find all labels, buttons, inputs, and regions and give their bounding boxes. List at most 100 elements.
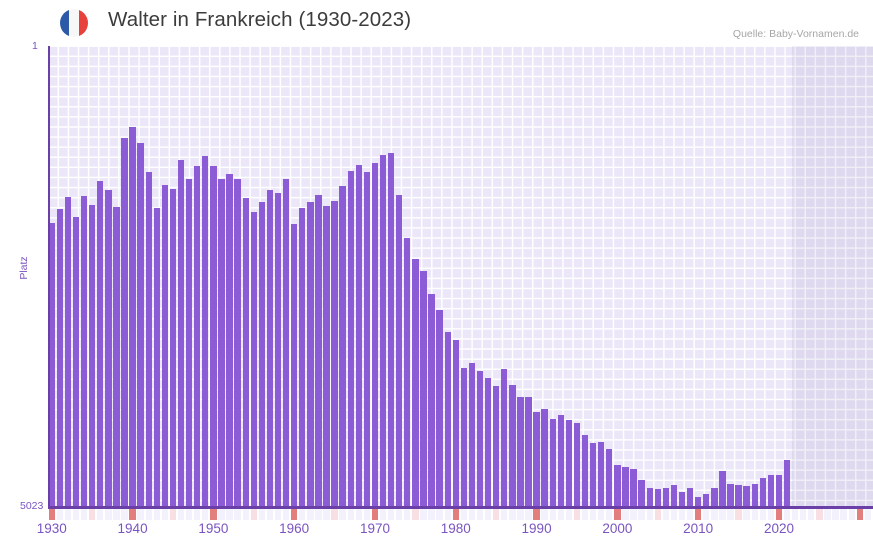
y-axis-bottom-label: 5023	[20, 500, 44, 512]
bar	[759, 478, 766, 508]
x-axis-tick	[371, 508, 379, 520]
bar	[509, 385, 516, 508]
x-axis-tick	[581, 508, 589, 520]
x-axis-tick	[598, 508, 605, 520]
x-axis-tick	[711, 508, 718, 520]
bar	[105, 190, 112, 508]
x-axis-tick	[517, 508, 524, 520]
x-axis-tick	[89, 508, 96, 520]
bar	[282, 179, 290, 508]
x-axis-tick	[347, 508, 354, 520]
x-axis-tick	[387, 508, 395, 520]
bar	[606, 448, 613, 508]
bar	[250, 212, 257, 508]
x-axis-tick	[129, 508, 136, 520]
x-axis-tick	[751, 508, 758, 520]
bar	[654, 489, 661, 508]
x-axis-tick	[832, 508, 839, 520]
bar	[56, 208, 64, 508]
bar	[153, 207, 160, 508]
bar	[396, 194, 403, 508]
plot-gridlines	[48, 46, 873, 508]
x-axis-tick	[460, 508, 468, 520]
bar	[363, 171, 371, 508]
x-axis-tick	[137, 508, 144, 520]
x-axis-tick	[727, 508, 734, 520]
bar	[476, 370, 484, 508]
x-axis-tick	[145, 508, 152, 520]
bar	[743, 485, 750, 508]
x-axis-tick	[654, 508, 661, 520]
bar-series	[48, 46, 873, 508]
x-axis-tick	[121, 508, 128, 520]
bar	[711, 487, 718, 508]
bar	[525, 397, 532, 508]
chart-header: Walter in Frankreich (1930-2023) Quelle:…	[0, 0, 873, 46]
x-axis-tick	[258, 508, 266, 520]
bar	[678, 492, 686, 508]
bar	[274, 193, 282, 508]
bar	[299, 207, 306, 508]
bar	[686, 487, 694, 508]
x-axis-tick	[202, 508, 209, 520]
bar	[258, 202, 266, 508]
france-flag-icon	[60, 9, 88, 37]
bar	[767, 474, 775, 508]
x-axis-tick	[703, 508, 710, 520]
x-axis-label: 1980	[440, 521, 471, 536]
x-axis-tick	[420, 508, 427, 520]
x-axis-tick	[363, 508, 371, 520]
x-axis-tick	[509, 508, 516, 520]
bar	[444, 332, 451, 508]
bar	[598, 441, 605, 508]
x-axis-tick	[80, 508, 88, 520]
x-axis-tick	[484, 508, 492, 520]
bar	[493, 386, 500, 508]
bar	[646, 487, 653, 508]
bar	[177, 159, 185, 508]
bar	[533, 412, 540, 508]
x-axis-tick	[226, 508, 233, 520]
x-axis-tick	[525, 508, 532, 520]
x-axis-tick	[242, 508, 249, 520]
bar	[589, 443, 597, 508]
bar	[218, 179, 225, 508]
x-axis-tick	[493, 508, 500, 520]
x-axis-label: 1930	[36, 521, 67, 536]
bar	[347, 171, 354, 508]
bar	[517, 397, 524, 508]
bar	[565, 420, 573, 508]
bar	[323, 205, 330, 508]
x-axis-tick	[105, 508, 112, 520]
bar	[64, 196, 72, 508]
bar	[185, 179, 193, 508]
bar	[630, 469, 637, 508]
x-axis-tick	[72, 508, 80, 520]
bar	[727, 483, 734, 508]
bar	[242, 197, 249, 508]
x-axis-tick	[646, 508, 653, 520]
bar	[460, 367, 468, 508]
x-axis-tick	[549, 508, 556, 520]
x-axis-tick	[153, 508, 160, 520]
bar	[581, 435, 589, 508]
x-axis-tick	[48, 508, 55, 520]
x-axis-tick	[614, 508, 621, 520]
x-axis-tick	[808, 508, 815, 520]
bar	[412, 259, 419, 508]
x-axis-tick	[670, 508, 678, 520]
bar	[234, 179, 241, 508]
bar	[541, 409, 548, 508]
bar	[703, 493, 710, 508]
x-axis-tick	[759, 508, 766, 520]
bar	[573, 423, 581, 508]
bar	[783, 459, 791, 508]
bar	[501, 368, 508, 508]
x-axis-tick	[331, 508, 338, 520]
x-axis-tick	[339, 508, 346, 520]
x-axis-tick	[816, 508, 823, 520]
bar	[113, 206, 120, 508]
x-axis-tick	[840, 508, 847, 520]
x-axis-label: 2010	[683, 521, 714, 536]
x-axis-tick	[662, 508, 670, 520]
